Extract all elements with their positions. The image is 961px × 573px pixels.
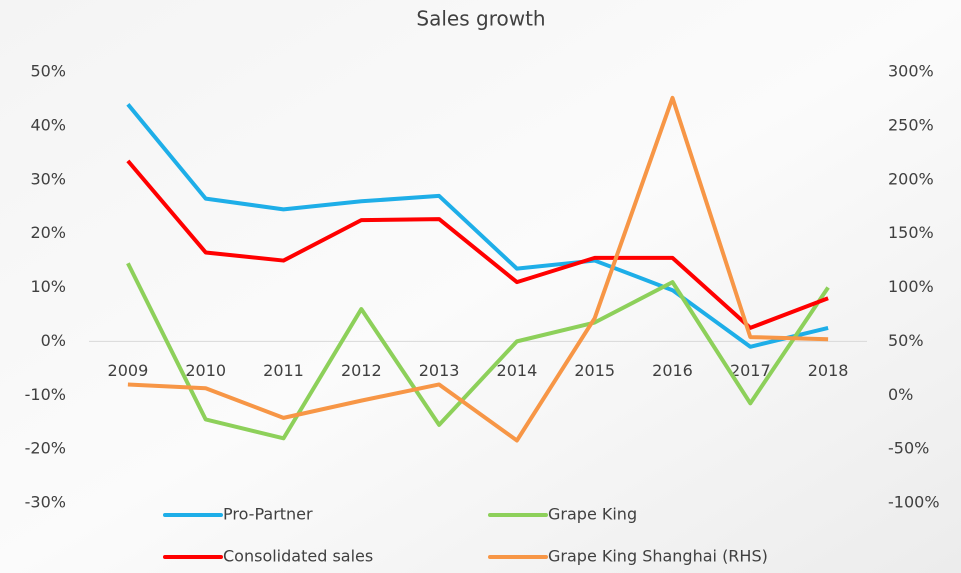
- x-tick-label: 2009: [108, 361, 149, 380]
- y2-tick-label: 150%: [888, 223, 934, 242]
- series-line: [126, 262, 830, 441]
- x-tick-label: 2017: [730, 361, 771, 380]
- y-tick-label: -20%: [25, 439, 66, 458]
- y-tick-label: 50%: [30, 62, 66, 81]
- y2-tick-label: 200%: [888, 169, 934, 188]
- y-tick-label: 0%: [41, 331, 66, 350]
- y-tick-label: 40%: [30, 115, 66, 134]
- x-tick-label: 2018: [808, 361, 849, 380]
- y2-tick-label: 100%: [888, 277, 934, 296]
- y2-tick-label: -100%: [888, 493, 940, 512]
- legend-label: Pro-Partner: [223, 505, 313, 524]
- x-tick-label: 2012: [341, 361, 382, 380]
- chart-title: Sales growth: [416, 7, 545, 31]
- legend-label: Consolidated sales: [223, 547, 373, 566]
- x-tick-label: 2010: [185, 361, 226, 380]
- x-tick-label: 2014: [497, 361, 538, 380]
- series-line: [126, 159, 829, 330]
- y2-tick-label: 300%: [888, 62, 934, 81]
- legend-label: Grape King Shanghai (RHS): [548, 547, 768, 566]
- y2-tick-label: 50%: [888, 331, 924, 350]
- x-tick-label: 2016: [652, 361, 693, 380]
- y-tick-label: 20%: [30, 223, 66, 242]
- y-tick-label: 30%: [30, 169, 66, 188]
- legend-label: Grape King: [548, 505, 637, 524]
- y2-tick-label: -50%: [888, 439, 929, 458]
- x-tick-label: 2013: [419, 361, 460, 380]
- y-tick-label: -30%: [25, 493, 66, 512]
- series-line: [126, 103, 829, 349]
- y-tick-label: 10%: [30, 277, 66, 296]
- x-tick-label: 2011: [263, 361, 304, 380]
- x-tick-label: 2015: [574, 361, 615, 380]
- series-line: [127, 95, 829, 443]
- y2-tick-label: 0%: [888, 385, 913, 404]
- y-tick-label: -10%: [25, 385, 66, 404]
- y2-tick-label: 250%: [888, 115, 934, 134]
